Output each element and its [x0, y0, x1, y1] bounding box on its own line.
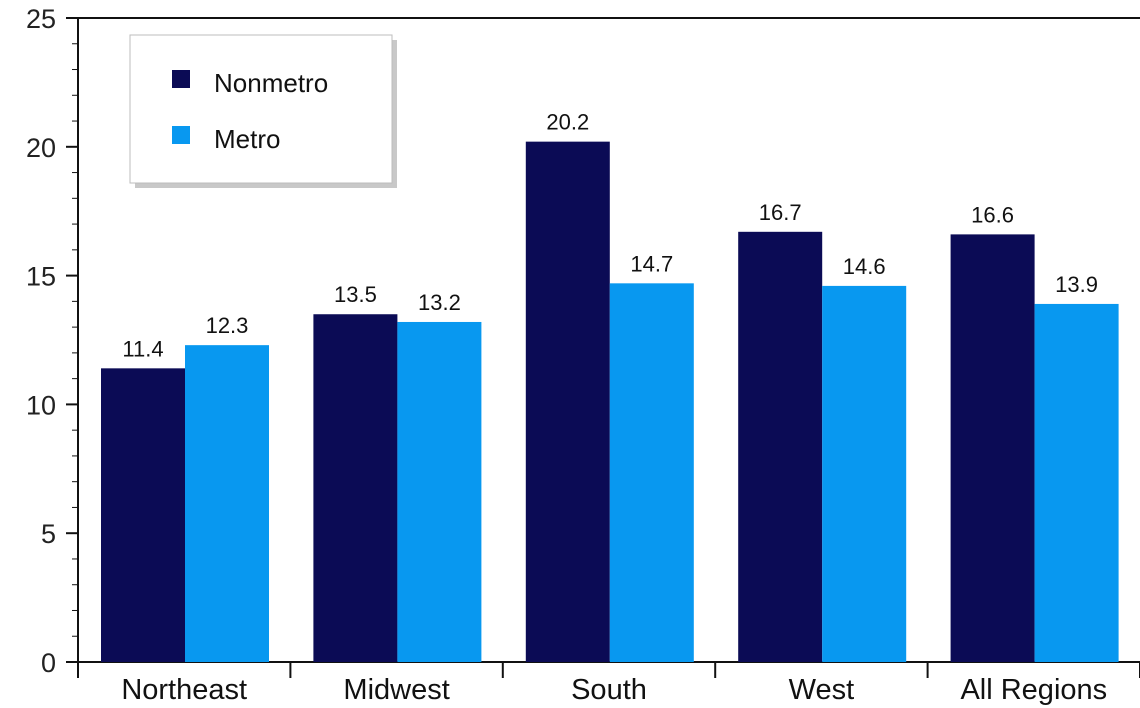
x-tick-label: South [571, 674, 647, 706]
legend-label-metro: Metro [214, 124, 280, 154]
bar-nonmetro [950, 234, 1035, 662]
y-tick-label: 5 [41, 519, 56, 549]
x-tick-label: West [789, 674, 855, 706]
data-label: 16.7 [759, 200, 802, 225]
x-tick-label: Northeast [121, 674, 247, 706]
bar-nonmetro [738, 231, 823, 663]
y-tick-label: 20 [26, 133, 56, 163]
legend-swatch-nonmetro [172, 70, 190, 88]
legend-label-nonmetro: Nonmetro [214, 68, 328, 98]
bar-metro [397, 321, 482, 662]
x-tick-label: All Regions [960, 674, 1107, 706]
data-label: 11.4 [122, 336, 163, 361]
bar-metro [185, 345, 269, 662]
y-tick-label: 25 [26, 4, 56, 34]
y-axis: 0 5 10 15 20 25 [26, 4, 78, 678]
data-label: 13.5 [334, 282, 377, 307]
y-tick-label: 0 [41, 648, 56, 678]
bars [101, 141, 1119, 663]
legend-box [129, 34, 393, 184]
data-label: 12.3 [206, 313, 249, 338]
bar-nonmetro [313, 314, 398, 662]
data-label: 13.9 [1055, 272, 1098, 297]
data-label: 20.2 [546, 110, 589, 135]
data-label: 14.6 [843, 254, 886, 279]
legend: Nonmetro Metro [129, 34, 397, 188]
bar-nonmetro [101, 368, 185, 662]
x-axis: Northeast Midwest South West All Regions [77, 661, 1140, 706]
bar-metro [822, 285, 907, 662]
y-tick-label: 10 [26, 390, 56, 420]
plot-frame [77, 17, 1140, 662]
legend-swatch-metro [172, 126, 190, 144]
data-labels: 11.4 13.5 20.2 16.7 16.6 12.3 13.2 14.7 14.6 13.9 [122, 110, 1098, 362]
data-label: 14.7 [630, 251, 673, 276]
x-tick-label: Midwest [343, 674, 449, 706]
data-label: 16.6 [971, 202, 1014, 227]
bar-metro [609, 283, 694, 662]
data-label: 13.2 [418, 290, 461, 315]
y-tick-label: 15 [26, 262, 56, 292]
bar-nonmetro [525, 141, 610, 662]
bar-metro [1034, 303, 1119, 662]
